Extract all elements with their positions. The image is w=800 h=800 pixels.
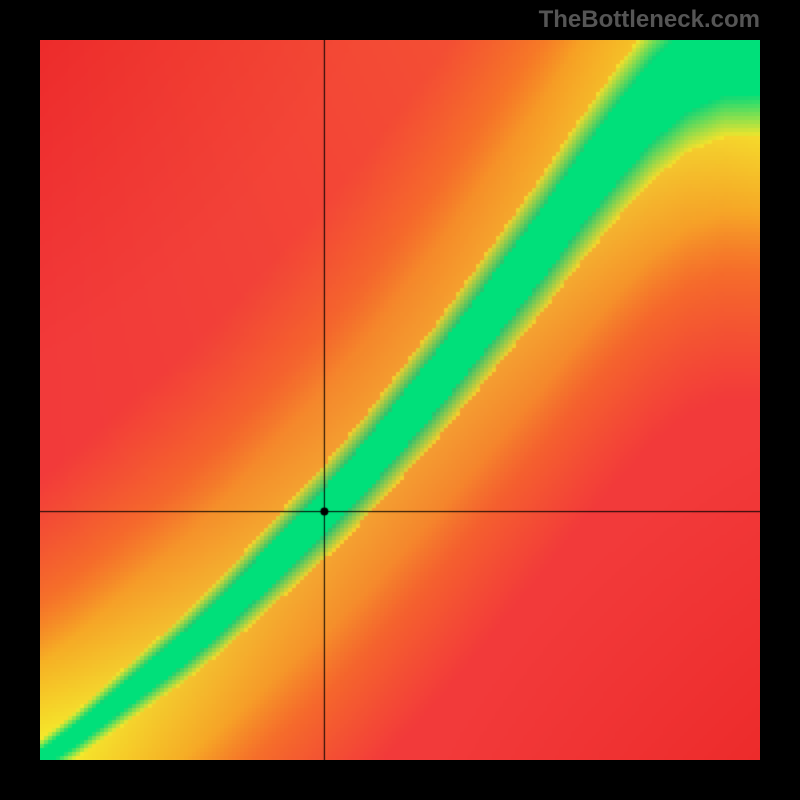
chart-container: TheBottleneck.com (0, 0, 800, 800)
heatmap-plot (40, 40, 760, 760)
heatmap-canvas (40, 40, 760, 760)
attribution-label: TheBottleneck.com (539, 6, 760, 34)
